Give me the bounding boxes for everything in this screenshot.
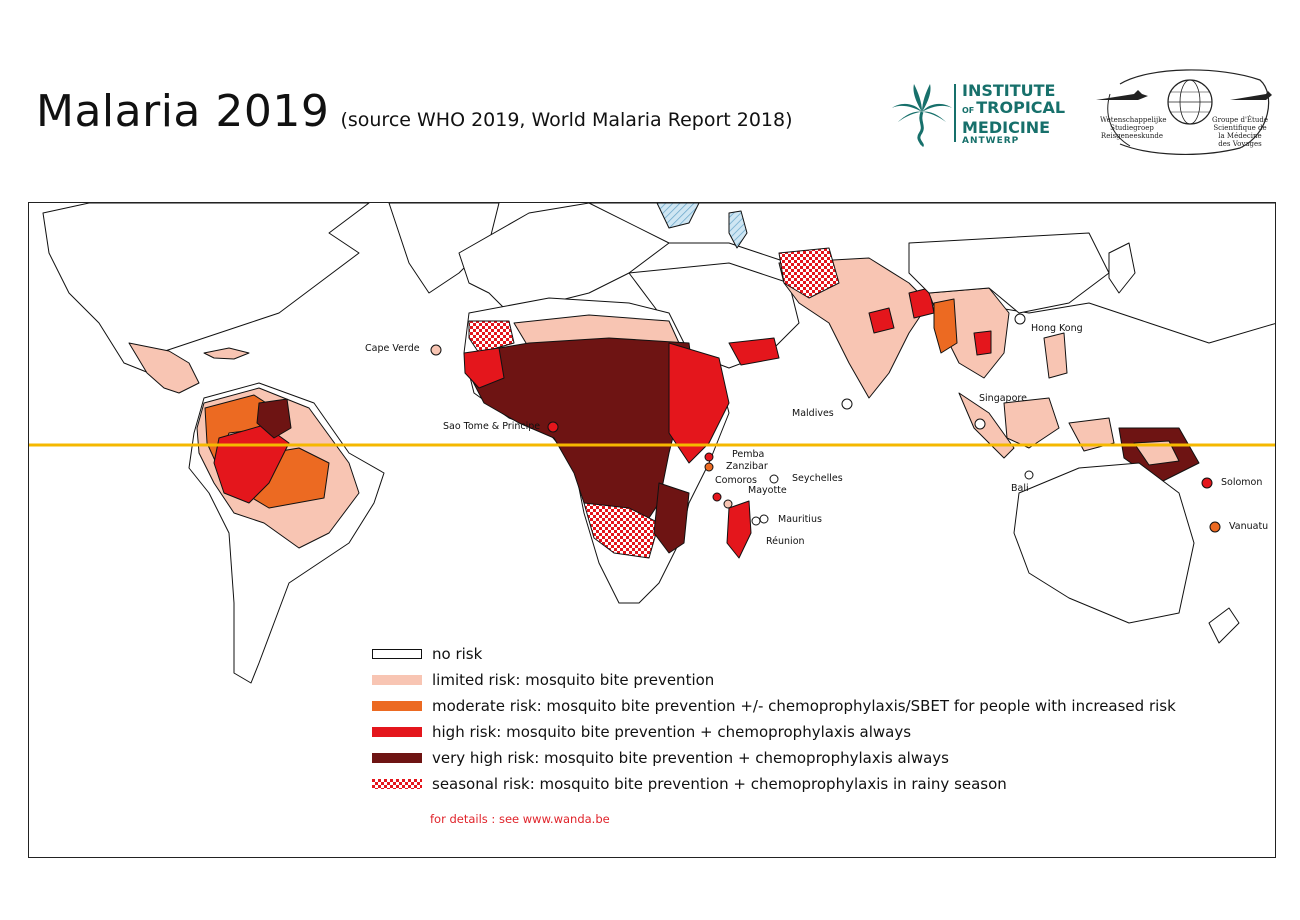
maldives-dot [841,398,853,410]
label-singapore: Singapore [979,393,1027,404]
label-sao-tome: Sao Tome & Principe [443,421,541,432]
world-map-svg [29,203,1275,684]
madagascar [726,500,752,559]
west-africa-high [463,347,505,389]
itm-logo-line3: MEDICINE [962,118,1051,137]
japan [1108,242,1136,294]
label-seychelles: Seychelles [792,473,843,484]
seal-right-line4: des Voyages [1218,140,1262,148]
afghanistan-seasonal [778,247,840,299]
mayotte-dot [723,499,733,509]
guyana-very-high [256,398,292,439]
label-bali: Bali [1011,483,1029,494]
caribbean [203,347,250,360]
label-mayotte: Mayotte [748,485,787,496]
cambodia-high [973,330,992,356]
seal-left-line3: Reisgeneeskunde [1100,132,1164,140]
details-link[interactable]: for details : see www.wanda.be [430,812,610,826]
legend-label: high risk: mosquito bite prevention + ch… [432,723,912,741]
central-america [128,342,200,394]
seal-right-line3: la Médecine [1218,132,1262,140]
legend-swatch [372,727,422,737]
map-title: Malaria 2019 [36,86,330,137]
label-solomon: Solomon [1221,477,1263,488]
bali-dot [1024,470,1034,480]
new-guinea-limited [1133,440,1180,466]
seychelles-dot [769,474,779,484]
legend-label: seasonal risk: mosquito bite prevention … [432,775,1007,793]
india-high [868,307,895,334]
legend-label: very high risk: mosquito bite prevention… [432,749,949,767]
label-hong-kong: Hong Kong [1031,323,1083,334]
seal-left-line1: Wetenschappelijke [1100,116,1167,124]
itm-logo-of: OF [962,106,975,115]
mauritius-dot [759,514,769,524]
southern-africa-seasonal [583,502,660,559]
map-subtitle: (source WHO 2019, World Malaria Report 2… [340,109,793,131]
label-comoros: Comoros [715,475,757,486]
label-mauritius: Mauritius [778,514,822,525]
east-africa-high [668,342,730,464]
seal-right-line1: Groupe d'Étude [1212,116,1268,124]
china [908,232,1110,314]
europe [458,203,670,314]
label-pemba: Pemba [732,449,765,460]
label-maldives: Maldives [792,408,834,419]
new-zealand [1208,607,1240,644]
travel-medicine-seal-logo: Wetenschappelijke Studiegroep Reisgenees… [1090,64,1276,156]
label-cape-verde: Cape Verde [365,343,420,354]
legend-swatch [372,649,422,659]
label-vanuatu: Vanuatu [1229,521,1269,532]
australia [1013,462,1195,624]
reunion-dot [751,516,761,526]
mozambique-very-high [653,482,690,554]
legend-label: moderate risk: mosquito bite prevention … [432,697,1176,715]
north-america [42,203,370,374]
label-reunion: Réunion [766,536,805,547]
label-zanzibar: Zanzibar [726,461,768,472]
indonesia-east [1068,417,1115,452]
palm-tree-icon [892,84,952,148]
itm-logo-line2: TROPICAL [976,98,1066,117]
legend-swatch [372,701,422,711]
legend-label: limited risk: mosquito bite prevention [432,671,715,689]
borneo [1003,397,1060,449]
sao-tome-dot [547,421,559,433]
seal-left-line2: Studiegroep [1110,124,1154,132]
legend-label: no risk [432,645,483,663]
globe-seal-icon [1096,69,1272,155]
myanmar-moderate [933,298,958,354]
greenland [388,203,500,294]
itm-logo-line1: INSTITUTE [962,81,1056,100]
legend-swatch [372,753,422,763]
itm-logo-line4: ANTWERP [962,136,1020,146]
comoros-dot [712,492,722,502]
legend-swatch [372,779,422,789]
cape-verde-dot [430,344,442,356]
solomon-dot [1201,477,1213,489]
caspian-sea [728,210,748,249]
yemen-high [728,337,780,366]
hong-kong-dot [1014,313,1026,325]
title-block: Malaria 2019 (source WHO 2019, World Mal… [36,86,793,137]
itm-logo: INSTITUTE OF TROPICAL MEDICINE ANTWERP [890,82,1080,148]
legend-swatch [372,675,422,685]
vanuatu-dot [1209,521,1221,533]
singapore-dot [974,418,986,430]
world-map: Cape Verde Sao Tome & Principe Maldives … [28,202,1276,858]
philippines [1043,332,1068,379]
seal-right-line2: Scientifique de [1213,124,1267,132]
zanzibar-dot [704,462,714,472]
pemba-dot [704,452,714,462]
sumatra [958,392,1015,459]
black-sea [656,203,700,229]
